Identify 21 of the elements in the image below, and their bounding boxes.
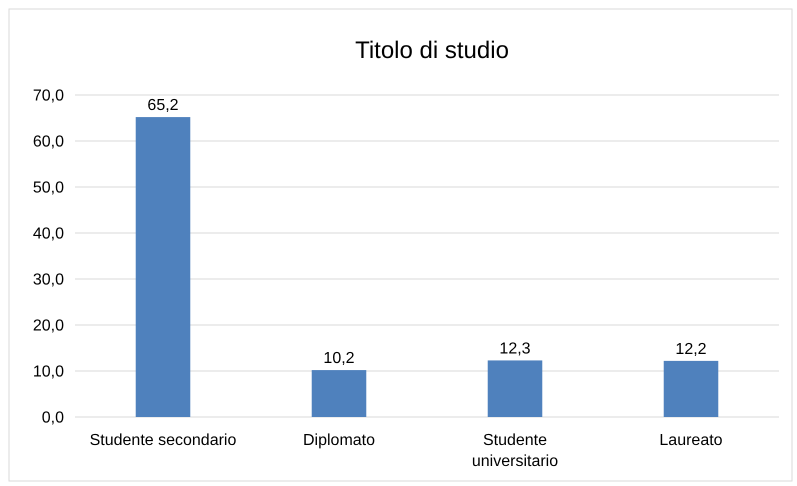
bar (664, 360, 718, 417)
x-tick-label: Studente universitario (472, 432, 558, 470)
y-tick-label: 0,0 (42, 410, 64, 427)
bar (312, 370, 366, 417)
y-tick-label: 40,0 (32, 226, 64, 243)
y-tick-label: 70,0 (32, 88, 64, 105)
data-label: 12,2 (675, 340, 707, 358)
y-tick-label: 60,0 (32, 134, 64, 151)
data-label: 12,3 (499, 340, 531, 358)
x-tick-label: Studente secondario (90, 432, 236, 449)
chart-title: Titolo di studio (355, 37, 509, 64)
data-label: 65,2 (147, 97, 179, 114)
y-tick-label: 30,0 (32, 272, 64, 289)
x-tick-label: Diplomato (302, 432, 376, 449)
y-tick-label: 10,0 (32, 364, 64, 381)
y-tick-label: 20,0 (32, 318, 64, 335)
bar (136, 117, 190, 417)
bar (488, 360, 542, 417)
x-tick-label: Laureato (659, 432, 723, 449)
y-tick-label: 50,0 (32, 180, 64, 197)
data-label: 10,2 (323, 350, 355, 368)
